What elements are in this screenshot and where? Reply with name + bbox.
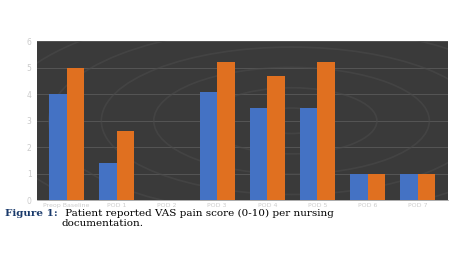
Bar: [99, 163, 117, 200]
Bar: [400, 174, 418, 200]
Text: Patient reported VAS pain score (0-10) per nursing
documentation.: Patient reported VAS pain score (0-10) p…: [62, 209, 334, 228]
Text: Figure 1:: Figure 1:: [5, 209, 57, 218]
Bar: [267, 76, 285, 200]
Bar: [367, 174, 385, 200]
Bar: [117, 131, 134, 200]
Bar: [217, 62, 235, 200]
Bar: [250, 107, 267, 200]
Bar: [300, 107, 318, 200]
Bar: [350, 174, 367, 200]
Bar: [318, 62, 335, 200]
Bar: [67, 68, 84, 200]
Bar: [49, 94, 67, 200]
Bar: [418, 174, 436, 200]
Bar: [200, 91, 217, 200]
